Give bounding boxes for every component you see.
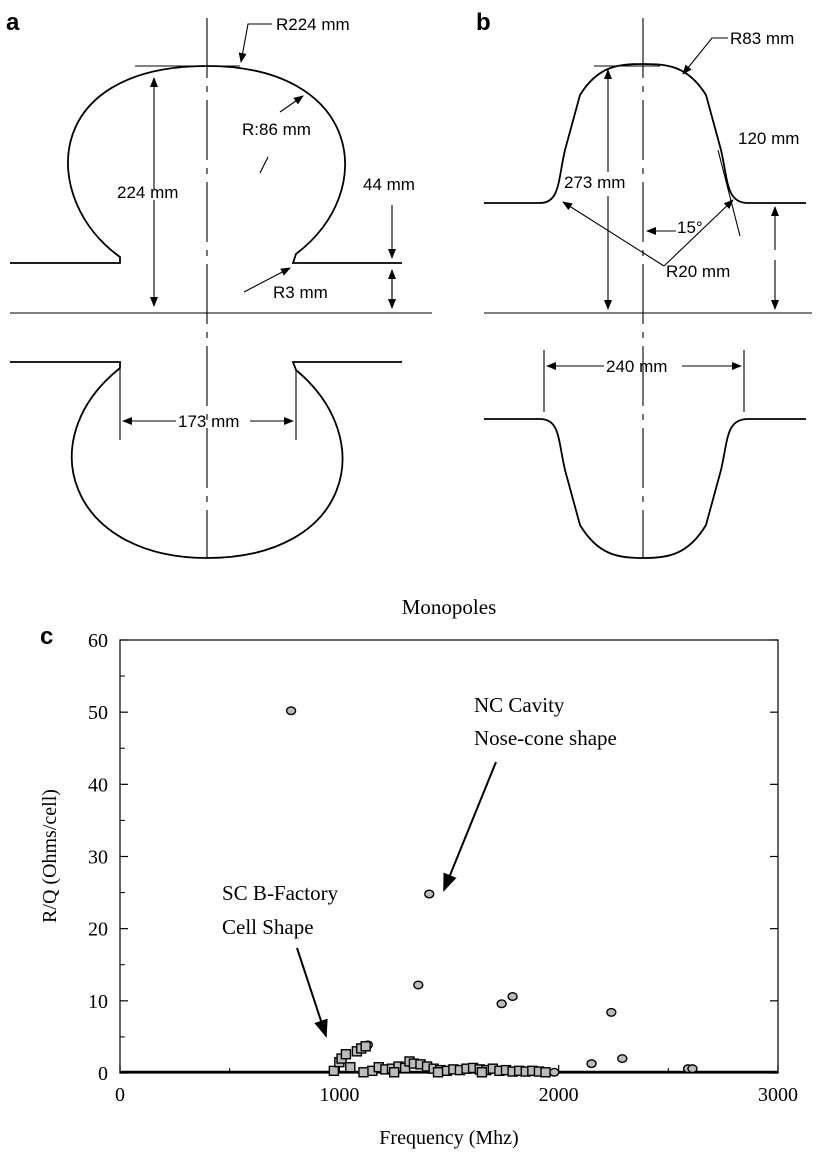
panel-a-iris-width-label: 173 mm [178, 412, 239, 431]
panel-b-corner-radius-leader-right [663, 199, 734, 267]
plot-frame [119, 639, 779, 1074]
data-point-square [328, 1065, 340, 1077]
data-point-square [345, 1062, 356, 1073]
panel-a-edge-radius-leader [243, 267, 291, 293]
y-tick-label: 0 [98, 1063, 108, 1085]
data-point-circle [606, 1007, 617, 1017]
data-points [285, 706, 698, 1078]
y-axis-label: R/Q (Ohms/cell) [39, 789, 61, 923]
panel-b-angle-reference [717, 149, 741, 237]
data-point-circle [285, 706, 297, 716]
panel-b-corner-radius-leader-left [562, 201, 665, 267]
data-point-square [540, 1067, 551, 1078]
annotation-nc-arrow [443, 761, 497, 892]
panel-a: a R224 mm R:86 mm 224 mm 44 mm R3 mm [6, 9, 432, 559]
panel-b: b R83 mm 273 mm 120 mm 15° R20 mm [476, 9, 812, 559]
y-tick-label: 50 [88, 702, 108, 724]
data-point-circle [549, 1067, 560, 1077]
x-tick-label: 3000 [758, 1084, 798, 1106]
y-tick-label: 30 [88, 847, 108, 869]
x-tick-label: 0 [115, 1084, 125, 1106]
x-tick-label: 2000 [539, 1084, 579, 1106]
chart-title: Monopoles [402, 595, 497, 619]
x-axis-label: Frequency (Mhz) [379, 1127, 518, 1149]
y-tick-label: 40 [88, 774, 108, 796]
x-axis-ticks: 0 1000 2000 3000 [115, 1065, 798, 1106]
annotation-sc-arrow [296, 947, 328, 1038]
panel-a-inner-radius-label: R:86 mm [242, 120, 311, 139]
panel-a-height-label: 224 mm [117, 183, 178, 202]
data-point-square [476, 1067, 488, 1078]
annotation-sc-line1: SC B-Factory [222, 881, 339, 905]
panel-b-top-radius-leader [682, 37, 728, 75]
panel-a-edge-radius-label: R3 mm [273, 283, 328, 302]
data-point-square [360, 1041, 371, 1052]
panel-a-side-height-label: 44 mm [363, 175, 415, 194]
annotation-nc-line2: Nose-cone shape [474, 726, 617, 750]
data-point-square [432, 1067, 444, 1078]
data-point-circle [617, 1054, 628, 1064]
x-tick-label: 1000 [319, 1084, 359, 1106]
panel-b-side-height-label: 120 mm [738, 129, 799, 148]
panel-a-outer-radius-leader [238, 23, 272, 63]
panel-a-upper-cell-outline [10, 65, 402, 264]
panel-a-outer-radius-label: R224 mm [276, 15, 350, 34]
panel-b-lower-cell-outline [484, 418, 806, 559]
annotation-nc-line1: NC Cavity [474, 693, 565, 717]
data-point-square [358, 1067, 369, 1078]
annotation-sc-line2: Cell Shape [222, 915, 314, 939]
panel-a-inner-radius-leader [279, 95, 304, 113]
panel-b-height-label: 273 mm [564, 173, 625, 192]
panel-a-inner-radius-stub [259, 156, 269, 174]
panel-b-corner-radius-label: R20 mm [666, 262, 730, 281]
panel-a-lower-cell-outline [10, 361, 402, 559]
panel-b-upper-cell-outline [484, 63, 806, 204]
y-axis-ticks: 0 10 20 30 40 50 60 [88, 630, 778, 1085]
data-point-square [340, 1049, 352, 1060]
panel-a-letter: a [6, 9, 20, 36]
panel-b-angle-label: 15° [677, 218, 703, 237]
data-point-circle [424, 889, 435, 899]
data-point-circle [507, 992, 518, 1002]
data-point-circle [586, 1059, 597, 1069]
data-point-circle [413, 980, 424, 990]
panel-b-top-radius-label: R83 mm [730, 29, 794, 48]
data-point-square [388, 1067, 400, 1078]
panel-c-letter: c [40, 623, 53, 650]
panel-b-width-label: 240 mm [606, 357, 667, 376]
data-point-circle [496, 999, 507, 1009]
y-tick-label: 60 [88, 630, 108, 652]
y-tick-label: 20 [88, 919, 108, 941]
panel-b-letter: b [476, 9, 491, 36]
y-tick-label: 10 [88, 991, 108, 1013]
data-point-circle [687, 1064, 698, 1074]
